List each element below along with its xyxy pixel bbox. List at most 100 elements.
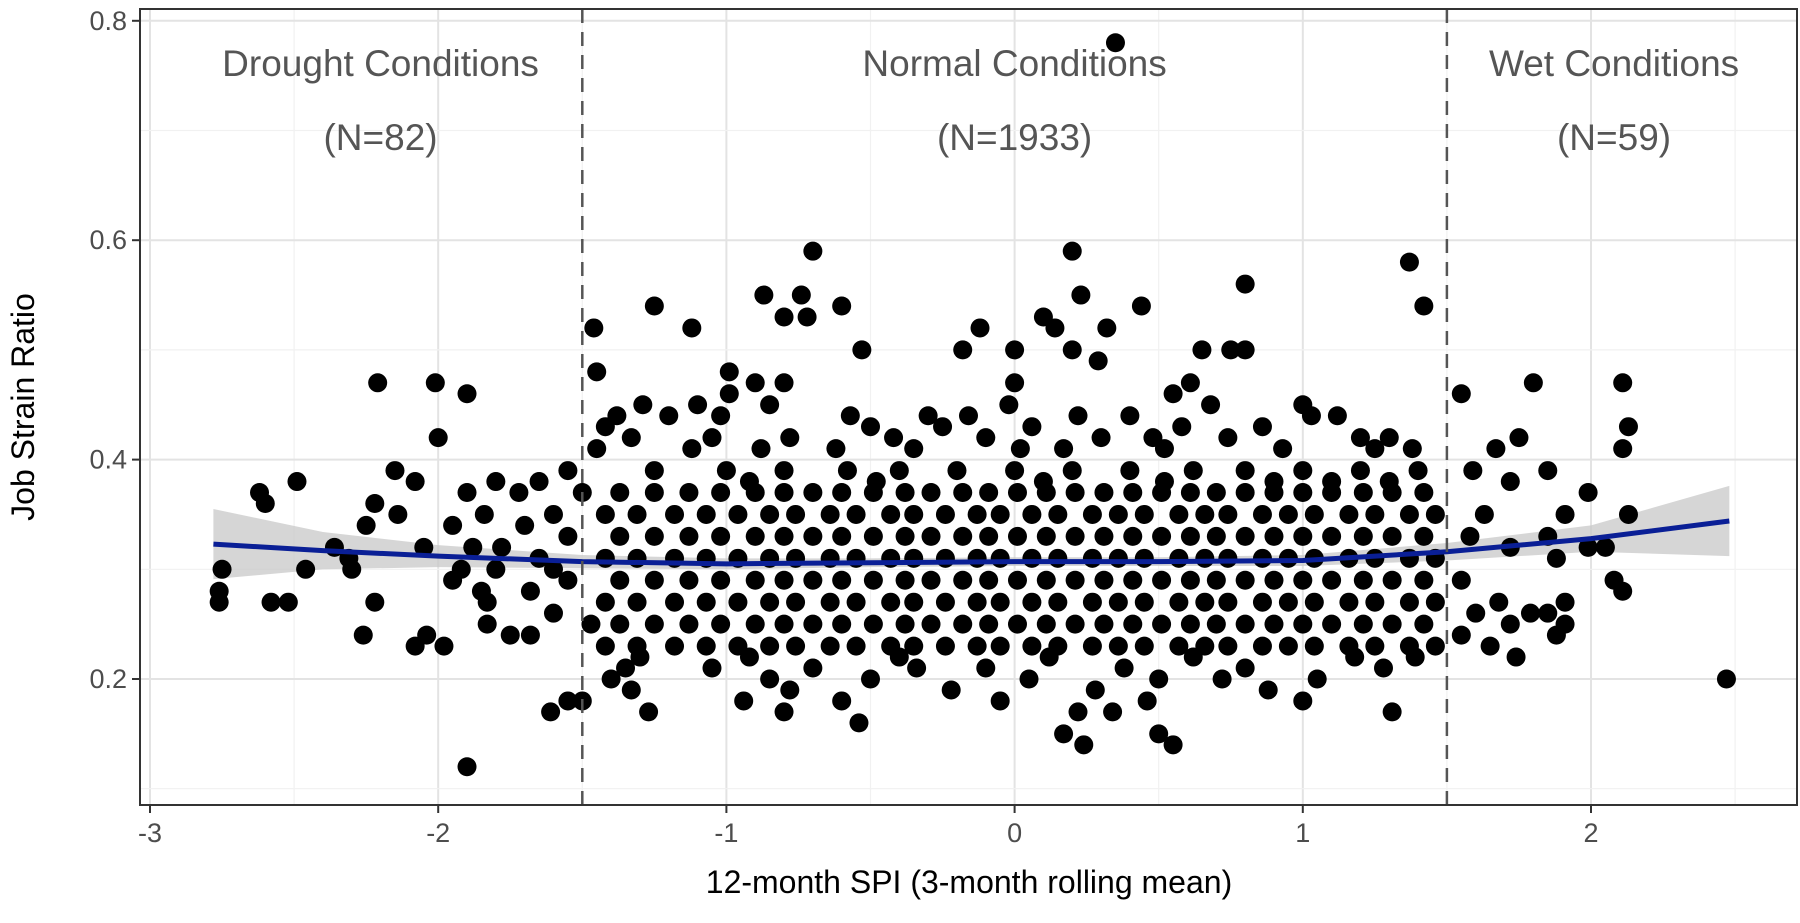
data-point <box>881 504 901 524</box>
data-point <box>728 592 748 612</box>
data-point <box>734 691 754 711</box>
data-point <box>630 647 650 667</box>
data-point <box>774 373 794 393</box>
data-point <box>1074 735 1094 755</box>
data-point <box>1353 570 1373 590</box>
data-point <box>1085 680 1105 700</box>
data-point <box>1489 592 1509 612</box>
y-axis-ticks: 0.2 0.4 0.6 0.8 <box>89 6 140 694</box>
data-point <box>711 406 731 426</box>
data-point <box>1062 340 1082 360</box>
data-point <box>774 483 794 503</box>
data-point <box>1322 570 1342 590</box>
y-tick-label: 0.4 <box>89 445 127 475</box>
data-point <box>1195 504 1215 524</box>
data-point <box>1082 592 1102 612</box>
data-point <box>774 570 794 590</box>
data-point <box>1252 417 1272 437</box>
data-point <box>1103 702 1123 722</box>
data-point <box>1180 483 1200 503</box>
data-point <box>1252 592 1272 612</box>
data-point <box>953 570 973 590</box>
data-point <box>633 395 653 415</box>
data-point <box>780 428 800 448</box>
data-point <box>1169 592 1189 612</box>
data-point <box>846 636 866 656</box>
data-point <box>644 461 664 481</box>
data-point <box>1480 636 1500 656</box>
data-point <box>719 384 739 404</box>
data-point <box>1304 636 1324 656</box>
data-point <box>760 395 780 415</box>
data-point <box>679 570 699 590</box>
data-point <box>1273 439 1293 459</box>
data-point <box>861 669 880 689</box>
data-point <box>1183 647 1203 667</box>
data-point <box>1005 461 1025 481</box>
data-point <box>584 318 604 338</box>
data-point <box>1039 647 1059 667</box>
data-point <box>1538 603 1558 623</box>
data-point <box>520 625 540 645</box>
data-point <box>405 636 425 656</box>
data-point <box>921 483 941 503</box>
data-point <box>1195 548 1215 568</box>
data-point <box>1235 274 1255 294</box>
data-point <box>1068 406 1088 426</box>
data-point <box>1500 614 1520 634</box>
data-point <box>1382 483 1402 503</box>
data-point <box>682 439 702 459</box>
data-point <box>1108 636 1128 656</box>
data-point <box>849 713 869 733</box>
data-point <box>1425 504 1445 524</box>
data-point <box>428 428 448 448</box>
data-point <box>1045 318 1065 338</box>
data-point <box>990 504 1010 524</box>
data-point <box>832 614 852 634</box>
x-axis-ticks: -3 -2 -1 0 1 2 <box>138 805 1599 848</box>
data-point <box>895 570 915 590</box>
data-point <box>1036 526 1056 546</box>
data-point <box>1235 614 1255 634</box>
data-point <box>261 592 281 612</box>
data-point <box>1123 614 1143 634</box>
data-point <box>696 636 716 656</box>
data-point <box>990 592 1010 612</box>
data-point <box>1322 614 1342 634</box>
data-point <box>610 614 630 634</box>
data-point <box>1301 406 1321 426</box>
data-point <box>388 504 408 524</box>
data-point <box>1327 406 1347 426</box>
x-tick-label: -2 <box>426 818 450 848</box>
data-point <box>1022 636 1042 656</box>
data-point <box>1149 669 1169 689</box>
x-tick-label: -3 <box>138 818 162 848</box>
data-point <box>990 636 1010 656</box>
data-point <box>1007 483 1027 503</box>
data-point <box>425 373 445 393</box>
data-point <box>644 483 664 503</box>
data-point <box>365 592 385 612</box>
data-point <box>863 614 883 634</box>
data-point <box>967 592 987 612</box>
data-point <box>711 570 731 590</box>
data-point <box>953 340 973 360</box>
data-point <box>832 691 852 711</box>
data-point <box>1322 526 1342 546</box>
data-point <box>587 362 607 382</box>
data-point <box>1399 252 1419 272</box>
data-point <box>895 526 915 546</box>
data-point <box>581 614 601 634</box>
data-point <box>797 307 817 327</box>
y-tick-label: 0.6 <box>89 225 127 255</box>
y-tick-label: 0.2 <box>89 664 127 694</box>
data-point <box>659 406 679 426</box>
data-point <box>1097 318 1117 338</box>
data-point <box>1062 461 1082 481</box>
data-point <box>780 680 800 700</box>
data-point <box>820 592 840 612</box>
data-point <box>627 592 647 612</box>
data-point <box>716 461 736 481</box>
data-point <box>1062 241 1082 261</box>
data-point <box>1048 504 1068 524</box>
